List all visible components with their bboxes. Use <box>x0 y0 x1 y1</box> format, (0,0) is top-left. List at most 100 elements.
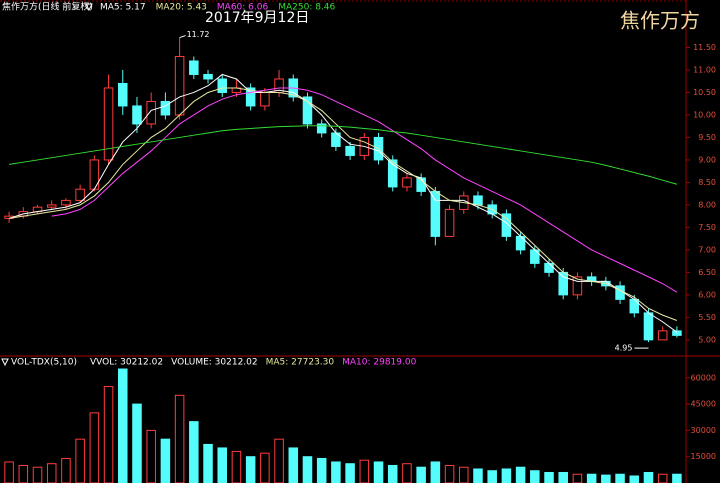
candle-body <box>643 312 654 341</box>
candle-body <box>46 204 57 208</box>
candle-body <box>402 177 412 188</box>
candle-body <box>160 100 171 116</box>
y-tick-label: 8.50 <box>698 178 716 187</box>
candle-body <box>515 235 526 251</box>
marker-arrow <box>179 35 186 39</box>
volume-bar <box>558 471 568 483</box>
candle-body <box>75 188 85 201</box>
volume-bar <box>146 429 156 483</box>
candle-body <box>558 271 568 296</box>
y-tick-label: 6.50 <box>698 268 716 277</box>
y-tick-label: 15000 <box>691 452 716 461</box>
ma-line <box>9 125 678 185</box>
candle-body <box>629 298 640 314</box>
volume-bar <box>316 457 327 483</box>
volume-bar <box>473 468 483 483</box>
ma-line <box>9 87 678 321</box>
volume-bar <box>103 386 114 483</box>
ma-line <box>8 73 678 333</box>
legend-entry: MA20: 5.43 <box>156 3 207 13</box>
header-icon <box>1 358 9 367</box>
candle-body <box>217 78 227 93</box>
y-tick-label: 9.50 <box>698 133 716 142</box>
y-tick-label: 60000 <box>691 373 716 382</box>
volume-bar <box>601 474 611 483</box>
volume-bar <box>530 470 540 483</box>
y-tick-label: 6.00 <box>698 290 716 299</box>
volume-bar <box>189 421 199 483</box>
volume-bar <box>430 461 441 483</box>
volume-bar <box>174 394 185 483</box>
y-tick-label: 7.50 <box>698 223 716 232</box>
candle-body <box>118 82 128 107</box>
volume-bar <box>373 461 384 483</box>
volume-bar <box>387 464 398 483</box>
volume-bar <box>260 452 270 483</box>
volume-bar <box>274 438 284 483</box>
legend-entry: MA5: 5.17 <box>100 3 146 13</box>
y-tick-label: 11.50 <box>693 43 716 52</box>
volume-bar <box>444 464 455 483</box>
y-tick-label: 30000 <box>691 426 716 435</box>
candle-body <box>245 87 256 107</box>
volume-bar <box>501 468 512 483</box>
volume-bar <box>672 473 682 483</box>
volume-bar <box>245 456 256 483</box>
candle-body <box>103 87 114 161</box>
y-tick-label: 5.50 <box>698 313 716 322</box>
volume-bar <box>231 450 242 483</box>
chart-title: 焦作万方(日线 前复权) <box>2 1 93 13</box>
y-tick-label: 5.00 <box>698 335 716 344</box>
watermark: 焦作万方 <box>620 9 700 33</box>
volume-bar <box>416 466 426 483</box>
candle-body <box>316 123 327 134</box>
volume-bar <box>288 447 299 483</box>
candle-body <box>174 55 185 116</box>
volume-bar <box>402 463 412 483</box>
header-value: MA5: 27723.30 <box>266 358 335 368</box>
candle-body <box>572 276 583 296</box>
candle-body <box>345 145 355 156</box>
volume-bar <box>615 473 625 483</box>
y-tick-label: 10.50 <box>693 88 716 97</box>
candle-body <box>189 60 199 75</box>
legend-entry: MA60: 6.06 <box>217 3 269 13</box>
y-tick-label: 8.00 <box>698 200 716 209</box>
legend-entry: MA250: 8.46 <box>278 3 335 13</box>
candle-body <box>672 330 682 336</box>
candle-body <box>544 262 554 273</box>
candle-body <box>203 73 213 80</box>
low-label: 4.95 <box>615 344 633 353</box>
header-value: MA10: 29819.00 <box>342 358 416 368</box>
y-tick-label: 11.00 <box>693 65 716 74</box>
volume-bar <box>586 473 597 483</box>
volume-bar <box>302 456 313 483</box>
candle-body <box>61 199 71 206</box>
candle-body <box>146 100 156 125</box>
annotation: 2017年9月12日 <box>205 10 309 26</box>
volume-bar <box>572 473 583 483</box>
volume-bar <box>487 470 497 483</box>
volume-bar <box>629 475 640 483</box>
volume-bar <box>4 461 14 483</box>
volume-bar <box>18 464 29 483</box>
y-tick-label: 45000 <box>691 400 716 409</box>
candle-body <box>387 159 398 188</box>
candle-body <box>302 96 313 125</box>
candle-body <box>657 330 668 341</box>
candle-body <box>260 91 270 107</box>
y-tick-label: 7.00 <box>698 245 716 254</box>
header-icon <box>85 3 93 12</box>
volume-bar <box>331 461 341 483</box>
volume-bar <box>118 368 128 483</box>
volume-bar <box>515 466 526 483</box>
volume-bar <box>132 403 142 483</box>
volume-bar <box>345 463 355 483</box>
candle-body <box>444 208 455 237</box>
volume-bar <box>75 438 85 483</box>
volume-bar <box>544 471 554 483</box>
volume-bar <box>32 466 43 483</box>
y-tick-label: 9.00 <box>698 155 716 164</box>
volume-bar <box>89 412 100 483</box>
